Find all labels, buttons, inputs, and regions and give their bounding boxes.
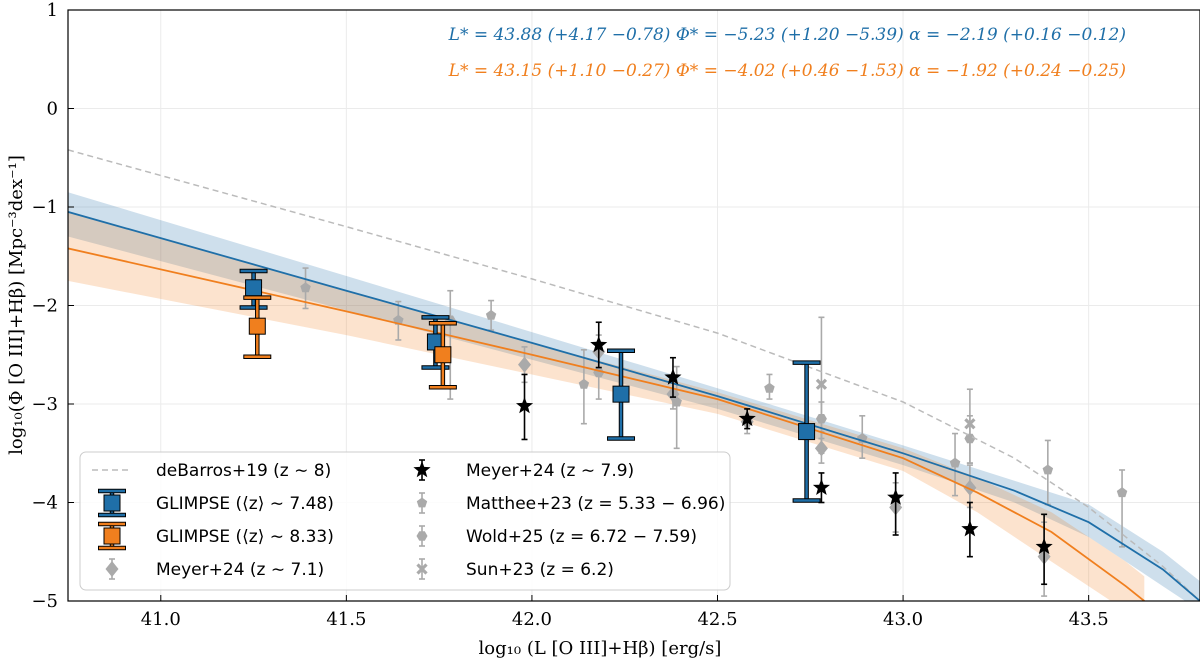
- x-tick-label: 42.5: [697, 609, 737, 630]
- data-point-pentagon: [764, 382, 775, 393]
- legend-entry: Matthee+23 (z = 5.33 − 6.96): [416, 492, 725, 514]
- data-point-glimpse: [798, 423, 816, 441]
- data-point-star: [664, 368, 682, 385]
- fit-line: [68, 211, 1200, 601]
- y-tick-label: −1: [31, 197, 58, 218]
- legend-marker: [416, 531, 428, 541]
- legend-label: Meyer+24 (z ∼ 7.1): [156, 560, 324, 580]
- data-point-cross: [964, 418, 976, 430]
- legend-entry: GLIMPSE (⟨z⟩ ∼ 8.33): [98, 521, 334, 551]
- data-point-glimpse: [245, 279, 263, 297]
- x-axis-label: log₁₀ (L [O III]+Hβ) [erg/s]: [479, 638, 722, 659]
- data-point-pentagon: [1116, 487, 1128, 498]
- debarros-line: [68, 149, 1200, 601]
- legend-entry: Wold+25 (z = 6.72 − 7.59): [416, 525, 697, 547]
- x-tick-label: 43.5: [1069, 609, 1109, 630]
- legend-label: GLIMPSE (⟨z⟩ ∼ 7.48): [156, 494, 334, 514]
- legend-label: Sun+23 (z = 6.2): [466, 560, 614, 580]
- data-point-diamond: [814, 440, 828, 457]
- cross-stroke: [416, 563, 428, 575]
- cross-stroke: [815, 378, 828, 390]
- y-tick-label: 1: [47, 0, 58, 21]
- data-point-star: [516, 397, 534, 414]
- fit-band: [68, 192, 1200, 601]
- fit-line: [68, 247, 1145, 601]
- data-point-pentagon: [578, 378, 590, 389]
- legend-marker: [416, 563, 428, 575]
- y-tick-label: −4: [31, 493, 58, 514]
- legend-entry: Meyer+24 (z ∼ 7.1): [105, 558, 324, 580]
- cross-stroke: [964, 418, 976, 430]
- data-point-diamond: [518, 356, 532, 373]
- y-tick-label: −3: [31, 394, 58, 415]
- x-tick-label: 41.0: [141, 609, 181, 630]
- data-point-star: [961, 520, 979, 537]
- legend-entry: Sun+23 (z = 6.2): [416, 558, 614, 580]
- data-point-star: [887, 488, 905, 505]
- data-point-glimpse: [612, 385, 630, 403]
- x-tick-label: 41.5: [326, 609, 366, 630]
- legend-entry: GLIMPSE (⟨z⟩ ∼ 7.48): [98, 488, 334, 518]
- data-point-star: [738, 409, 756, 427]
- data-point-star: [1035, 537, 1053, 555]
- data-point-glimpse: [248, 317, 266, 335]
- fit-params-orange: L* = 43.15 (+1.10 −0.27) Φ* = −4.02 (+0.…: [448, 61, 1126, 81]
- data-point-pentagon: [485, 309, 497, 320]
- y-axis-label: log₁₀(Φ [O III]+Hβ) [Mpc⁻³dex⁻¹]: [6, 155, 27, 455]
- data-point-star: [812, 478, 830, 495]
- plot-area: [68, 149, 1200, 601]
- legend-marker: [103, 494, 121, 512]
- axis-ticks: 41.0 41.5 42.0 42.5 43.0 43.5 −5 −4 −3 −2 −1 0 1: [31, 0, 1108, 630]
- legend-label: GLIMPSE (⟨z⟩ ∼ 8.33): [156, 527, 334, 547]
- legend-marker: [103, 527, 121, 545]
- data-point-pentagon: [300, 282, 311, 293]
- legend-entry: Meyer+24 (z ∼ 7.9): [413, 459, 634, 481]
- legend-marker: [413, 461, 431, 478]
- data-point-cross: [815, 378, 828, 390]
- y-tick-label: −2: [31, 296, 58, 317]
- y-tick-label: −5: [31, 591, 58, 612]
- legend-label: Matthee+23 (z = 5.33 − 6.96): [466, 494, 725, 514]
- data-point-pentagon: [949, 457, 961, 468]
- legend-entry: deBarros+19 (z ∼ 8): [92, 461, 331, 481]
- y-tick-label: 0: [47, 99, 58, 120]
- legend-marker: [105, 561, 119, 577]
- data-point-star: [590, 335, 608, 353]
- x-tick-label: 43.0: [883, 609, 923, 630]
- data-point-pentagon: [1042, 464, 1054, 475]
- x-tick-label: 42.0: [512, 609, 552, 630]
- legend-label: deBarros+19 (z ∼ 8): [156, 461, 331, 481]
- fit-params-blue: L* = 43.88 (+4.17 −0.78) Φ* = −5.23 (+1.…: [448, 25, 1126, 45]
- legend-marker: [416, 497, 428, 508]
- legend: deBarros+19 (z ∼ 8) GLIMPSE (⟨z⟩ ∼ 7.48) G…: [79, 451, 731, 591]
- data-point-diamond: [963, 479, 977, 496]
- data-point-glimpse: [434, 346, 452, 364]
- legend-label: Wold+25 (z = 6.72 − 7.59): [466, 527, 697, 547]
- legend-label: Meyer+24 (z ∼ 7.9): [466, 461, 634, 481]
